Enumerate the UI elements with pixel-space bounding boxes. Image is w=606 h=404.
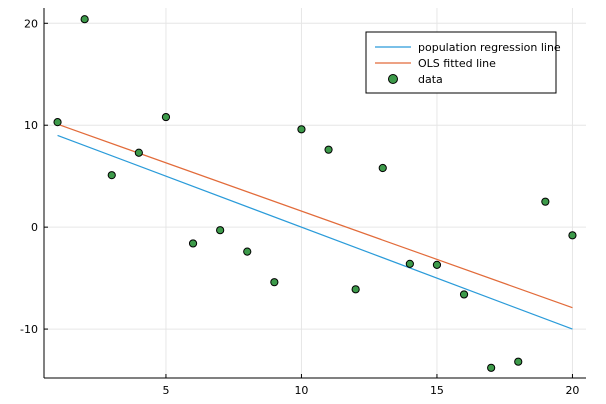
data-point bbox=[487, 363, 496, 372]
data-point bbox=[297, 125, 306, 134]
population-regression-line bbox=[57, 134, 573, 330]
x-tick-label: 15 bbox=[430, 384, 444, 397]
data-point bbox=[188, 239, 198, 248]
data-point bbox=[270, 278, 279, 287]
axes bbox=[43, 8, 586, 379]
data-point bbox=[405, 259, 414, 268]
legend-label-data: data bbox=[418, 73, 443, 86]
y-ticks: -10 0 10 20 bbox=[20, 17, 48, 336]
data-point bbox=[459, 290, 469, 299]
legend-swatch-data bbox=[388, 74, 398, 84]
x-tick-label: 20 bbox=[565, 384, 579, 397]
x-tick-label: 10 bbox=[294, 384, 308, 397]
data-point bbox=[216, 226, 225, 235]
data-point bbox=[107, 171, 116, 180]
data-point bbox=[568, 231, 577, 240]
data-point bbox=[324, 145, 333, 154]
x-ticks: 5 10 15 20 bbox=[162, 374, 579, 397]
data-point bbox=[134, 148, 143, 157]
data-points bbox=[53, 15, 577, 372]
data-point bbox=[243, 247, 252, 256]
data-point bbox=[161, 112, 171, 122]
series-lines bbox=[57, 123, 573, 330]
legend-label-ols-line: OLS fitted line bbox=[418, 57, 496, 70]
y-tick-label: 10 bbox=[24, 119, 38, 132]
data-point bbox=[541, 197, 550, 206]
data-point bbox=[80, 15, 89, 24]
x-tick-label: 5 bbox=[162, 384, 169, 397]
y-tick-label: -10 bbox=[20, 323, 38, 336]
data-point bbox=[351, 285, 360, 294]
data-point bbox=[378, 163, 387, 173]
data-point bbox=[53, 118, 62, 127]
data-point bbox=[432, 260, 442, 269]
y-tick-label: 20 bbox=[24, 17, 38, 30]
legend-label-population-line: population regression line bbox=[418, 41, 561, 54]
legend: population regression line OLS fitted li… bbox=[365, 31, 561, 94]
data-point bbox=[514, 357, 523, 366]
ols-fitted-line bbox=[57, 123, 573, 309]
y-tick-label: 0 bbox=[31, 221, 38, 234]
